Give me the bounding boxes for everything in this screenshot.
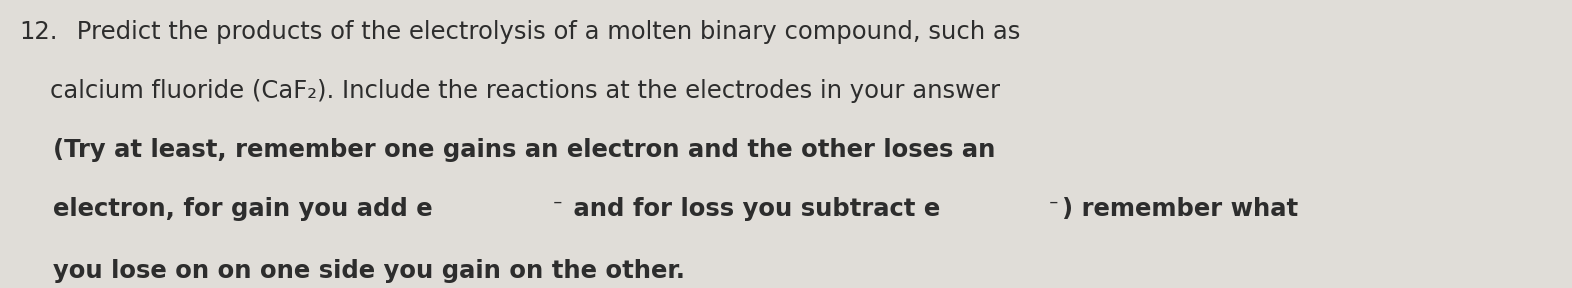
Text: and for loss you subtract e: and for loss you subtract e bbox=[564, 197, 940, 221]
Text: Predict the products of the electrolysis of a molten binary compound, such as: Predict the products of the electrolysis… bbox=[69, 20, 1020, 44]
Text: you lose on on one side you gain on the other.: you lose on on one side you gain on the … bbox=[19, 259, 685, 283]
Text: calcium fluoride (CaF₂). Include the reactions at the electrodes in your answer: calcium fluoride (CaF₂). Include the rea… bbox=[19, 79, 1000, 103]
Text: electron, for gain you add e: electron, for gain you add e bbox=[19, 197, 432, 221]
Text: ) remember what: ) remember what bbox=[1061, 197, 1298, 221]
Text: ⁻: ⁻ bbox=[553, 197, 563, 215]
Text: 12.: 12. bbox=[19, 20, 57, 44]
Text: ⁻: ⁻ bbox=[1049, 197, 1060, 215]
Text: (Try at least, remember one gains an electron and the other loses an: (Try at least, remember one gains an ele… bbox=[19, 138, 995, 162]
